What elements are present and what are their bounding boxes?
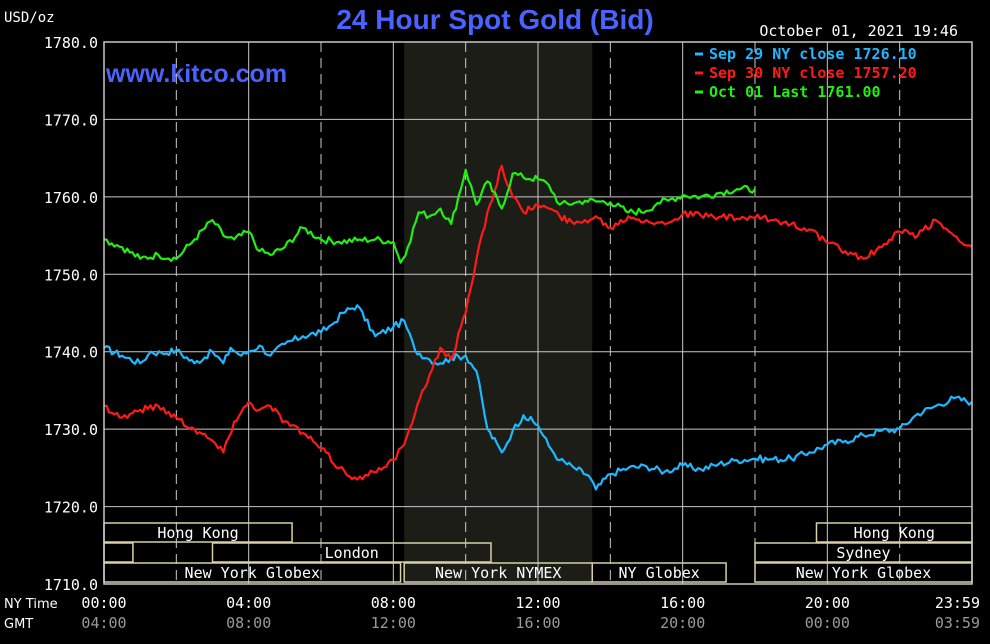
session-label: New York NYMEX	[435, 564, 561, 582]
session-label: Hong Kong	[157, 524, 238, 542]
session-band	[211, 542, 492, 563]
y-tick-label: 1740.0	[44, 344, 98, 362]
session-label: NY Globex	[619, 564, 700, 582]
x-tick-label: 08:00	[226, 614, 271, 632]
chart-title: 24 Hour Spot Gold (Bid)	[336, 4, 654, 35]
grid	[103, 41, 973, 585]
x-tick-label: 12:00	[371, 614, 416, 632]
x-tick-label: 16:00	[515, 614, 560, 632]
y-tick-label: 1770.0	[44, 111, 98, 129]
x-tick-label: 23:59	[935, 594, 980, 612]
y-tick-label: 1710.0	[44, 576, 98, 594]
legend-entry: Sep 30 NY close 1757.20	[709, 64, 917, 82]
x-tick-label: 20:00	[660, 614, 705, 632]
series-line	[103, 304, 973, 491]
session-band	[103, 542, 134, 563]
x-tick-label: 00:00	[81, 594, 126, 612]
x-row-label: GMT	[4, 617, 33, 632]
x-tick-label: 20:00	[805, 594, 850, 612]
session-label: New York Globex	[796, 564, 931, 582]
session-band	[591, 562, 727, 583]
session-label: Sydney	[836, 544, 890, 562]
y-axis-unit: USD/oz	[4, 10, 55, 26]
series-line	[103, 168, 756, 264]
shaded-region	[404, 42, 593, 584]
session-label: Hong Kong	[854, 524, 935, 542]
plot-frame	[103, 41, 973, 585]
nymex-shade	[404, 42, 593, 584]
website-label: www.kitco.com	[106, 60, 288, 88]
x-tick-label: 08:00	[371, 594, 416, 612]
axes: 1780.0 1770.0 1760.0 1750.0 1740.0 1730.0 1720…	[4, 34, 980, 632]
y-tick-label: 1720.0	[44, 499, 98, 517]
y-tick-label: 1730.0	[44, 421, 98, 439]
y-tick-label: 1760.0	[44, 189, 98, 207]
x-tick-label: 00:00	[805, 614, 850, 632]
legend-entry: Sep 29 NY close 1726.10	[709, 45, 917, 63]
x-tick-label: 12:00	[515, 594, 560, 612]
session-label: London	[325, 544, 379, 562]
series-lines	[103, 164, 973, 491]
timestamp: October 01, 2021 19:46	[759, 22, 958, 40]
x-row-label: NY Time	[4, 597, 58, 612]
y-tick-label: 1780.0	[44, 34, 98, 52]
x-tick-label: 16:00	[660, 594, 705, 612]
x-tick-label: 03:59	[935, 614, 980, 632]
y-tick-label: 1750.0	[44, 266, 98, 284]
series-line	[103, 164, 973, 481]
legend-entry: Oct 01 Last 1761.00	[709, 83, 881, 101]
session-label: New York Globex	[185, 564, 320, 582]
x-tick-label: 04:00	[81, 614, 126, 632]
x-tick-label: 04:00	[226, 594, 271, 612]
